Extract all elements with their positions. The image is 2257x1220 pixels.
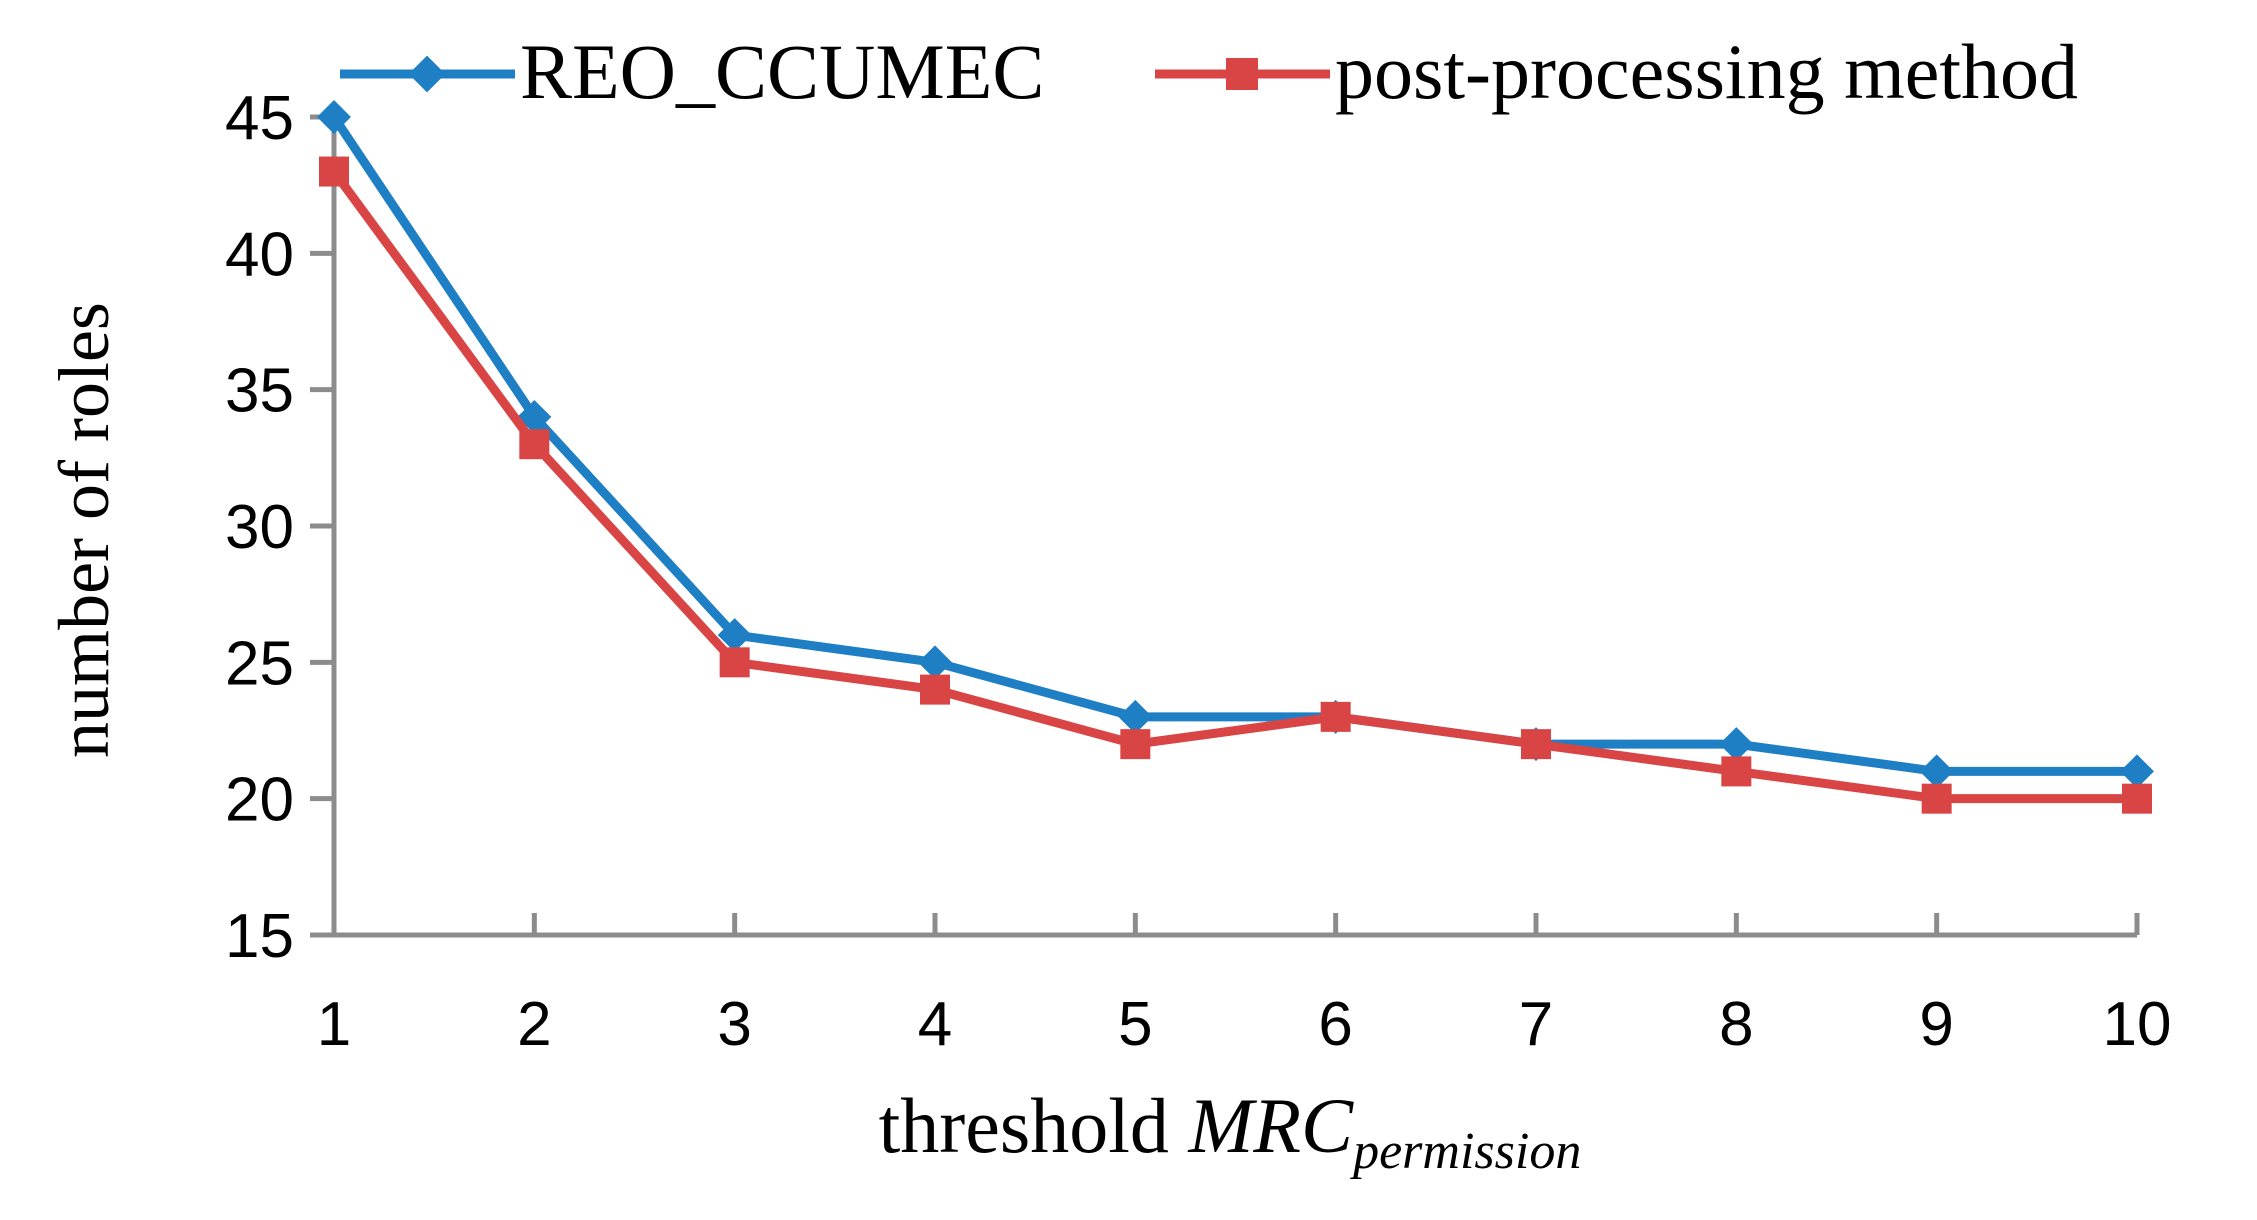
y-ticks: 15 20 25 30 35 40 45 [225,84,334,971]
x-axis-title-italic: MRC [1187,1082,1354,1169]
y-axis-title: number of roles [44,302,124,758]
x-axis-title-main: threshold [879,1082,1189,1169]
x-ticks: 1 2 3 4 5 6 7 8 9 10 [317,913,2172,1059]
y-tick-label: 20 [225,766,294,835]
data-point-post-processing-method [519,429,550,460]
x-tick-label: 9 [1919,990,1953,1059]
x-tick-label: 3 [717,990,751,1059]
y-tick-label: 25 [225,629,294,698]
legend-marker-reo-ccumec [408,55,446,93]
x-axis-title: threshold MRCpermission [879,1082,1582,1180]
series-post-processing-method [319,156,2152,814]
data-point-post-processing-method [1120,729,1151,760]
x-tick-label: 2 [517,990,551,1059]
data-point-post-processing-method [719,647,750,678]
data-point-post-processing-method [920,674,950,705]
data-point-reo-ccumec [1919,754,1954,789]
axes [310,117,2137,938]
x-tick-label: 7 [1519,990,1553,1059]
series-reo-ccumec [317,100,2154,789]
x-tick-label: 4 [918,990,952,1059]
series-line-reo-ccumec [330,114,2137,776]
data-point-post-processing-method [1320,701,1351,732]
x-tick-label: 1 [317,990,351,1059]
data-point-reo-ccumec [1719,727,1754,762]
x-tick-label: 10 [2103,990,2172,1059]
series-layer [317,100,2154,814]
data-point-post-processing-method [1721,756,1752,787]
data-point-reo-ccumec [2120,754,2154,789]
legend: REO_CCUMEC post-processing method [340,28,2078,115]
data-point-post-processing-method [2122,783,2152,814]
x-tick-label: 6 [1318,990,1352,1059]
legend-marker-post-processing [1226,58,1258,90]
legend-label-reo-ccumec: REO_CCUMEC [520,28,1044,115]
x-tick-label: 8 [1719,990,1753,1059]
data-point-reo-ccumec [717,618,752,653]
data-point-post-processing-method [1921,783,1952,814]
legend-entry-reo-ccumec: REO_CCUMEC [340,28,1044,115]
y-tick-label: 30 [225,493,294,562]
data-point-post-processing-method [319,156,349,187]
y-tick-label: 35 [225,357,294,426]
series-line-post-processing-method [330,168,2137,804]
y-tick-label: 40 [225,220,294,289]
x-tick-label: 5 [1118,990,1152,1059]
y-tick-label: 15 [225,902,294,971]
data-point-post-processing-method [1521,729,1551,760]
data-point-reo-ccumec [1118,699,1153,734]
legend-label-post-processing: post-processing method [1335,28,2078,115]
data-point-reo-ccumec [918,645,952,680]
y-tick-label: 45 [225,84,294,153]
legend-entry-post-processing: post-processing method [1155,28,2078,115]
x-axis-title-subscript: permission [1349,1123,1581,1180]
